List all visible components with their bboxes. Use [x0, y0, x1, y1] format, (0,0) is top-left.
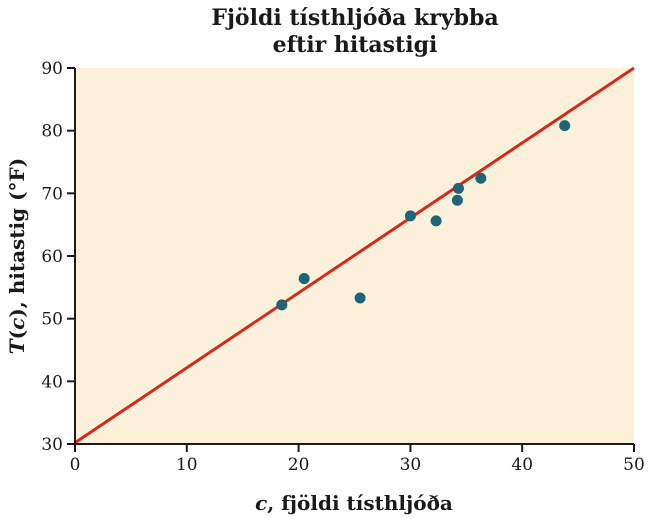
data-point: [559, 120, 571, 132]
y-axis-label-paren: (: [5, 330, 29, 339]
data-point: [298, 273, 310, 285]
data-point: [451, 194, 463, 206]
fit-line: [74, 66, 635, 444]
y-tick-label: 70: [41, 184, 63, 204]
y-axis-label-variable: c: [5, 318, 29, 330]
x-tick-label: 0: [70, 455, 81, 475]
y-axis-label: T(c), hitastig (°F): [5, 158, 29, 354]
data-point: [452, 182, 464, 194]
x-axis-label-variable: c: [255, 491, 267, 515]
x-axis-label: c, fjöldi tísthljóða: [255, 491, 453, 515]
data-point: [276, 299, 288, 311]
x-axis-label-text: , fjöldi tísthljóða: [267, 491, 453, 515]
y-axis-label-text: ), hitastig (°F): [5, 158, 29, 318]
y-tick-label: 40: [41, 372, 63, 392]
y-tick-label: 50: [41, 310, 63, 330]
y-tick-label: 60: [41, 247, 63, 267]
chart-title-line-1: Fjöldi tísthljóða krybba: [211, 5, 498, 31]
data-point: [430, 215, 442, 227]
axis-ticks: 0 10 20 30 40 50 30 40 50 60 70 80 90: [41, 59, 644, 475]
y-tick-label: 90: [41, 59, 63, 79]
y-tick-label: 80: [41, 122, 63, 142]
x-tick-label: 40: [511, 455, 533, 475]
x-tick-label: 30: [400, 455, 422, 475]
x-tick-label: 10: [176, 455, 198, 475]
data-points: [276, 120, 571, 311]
data-point: [354, 292, 366, 304]
x-tick-label: 20: [288, 455, 310, 475]
y-axis-label-function: T: [5, 337, 29, 354]
chart-title-line-2: eftir hitastigi: [273, 32, 438, 58]
x-tick-label: 50: [623, 455, 645, 475]
data-point: [404, 210, 416, 222]
y-tick-label: 30: [41, 435, 63, 455]
data-point: [475, 172, 487, 184]
